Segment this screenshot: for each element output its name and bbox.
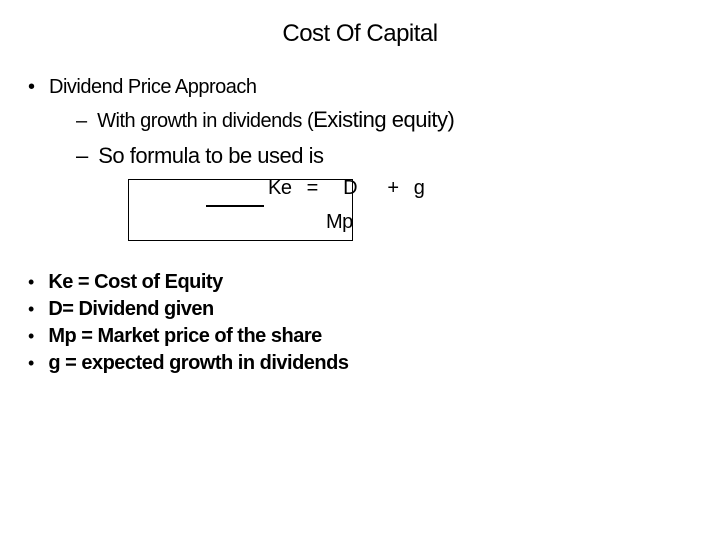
def-item-2: • D= Dividend given — [28, 298, 720, 321]
fraction-line — [206, 205, 264, 207]
sub1-text: With growth in dividends (Existing equit… — [97, 107, 454, 133]
sub1-larger: Existing equity) — [313, 107, 454, 132]
sub-list: – With growth in dividends (Existing equ… — [28, 107, 720, 247]
def-item-1: • Ke = Cost of Equity — [28, 271, 720, 294]
sub2-text: So formula to be used is — [98, 143, 323, 169]
formula-line1: Ke = D + g — [268, 177, 424, 200]
bullet-icon: • — [28, 77, 35, 97]
level1-item: • Dividend Price Approach — [28, 76, 720, 99]
formula-region: Ke = D + g Mp — [76, 177, 720, 247]
level1-text: Dividend Price Approach — [49, 76, 257, 99]
bullet-icon: • — [28, 272, 34, 293]
bullet-icon: • — [28, 299, 34, 320]
def-item-3: • Mp = Market price of the share — [28, 325, 720, 348]
def-text-3: Mp = Market price of the share — [48, 325, 321, 348]
content-block: • Dividend Price Approach – With growth … — [0, 76, 720, 247]
def-text-1: Ke = Cost of Equity — [48, 271, 222, 294]
dash-icon: – — [76, 110, 87, 133]
formula-line2: Mp — [326, 211, 353, 234]
bullet-icon: • — [28, 326, 34, 347]
def-item-4: • g = expected growth in dividends — [28, 352, 720, 375]
dash-icon: – — [76, 143, 88, 169]
sub-item-1: – With growth in dividends (Existing equ… — [76, 107, 720, 133]
bullet-icon: • — [28, 353, 34, 374]
sub-item-2: – So formula to be used is — [76, 143, 720, 169]
def-text-2: D= Dividend given — [48, 298, 213, 321]
sub1-prefix: With growth in dividends ( — [97, 110, 313, 132]
definitions-list: • Ke = Cost of Equity • D= Dividend give… — [0, 271, 720, 375]
def-text-4: g = expected growth in dividends — [48, 352, 348, 375]
slide-title: Cost Of Capital — [0, 20, 720, 48]
